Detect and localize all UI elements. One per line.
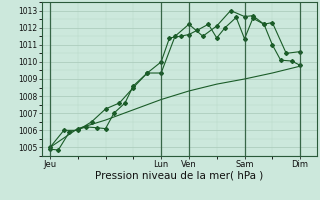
X-axis label: Pression niveau de la mer( hPa ): Pression niveau de la mer( hPa ) [95, 171, 263, 181]
